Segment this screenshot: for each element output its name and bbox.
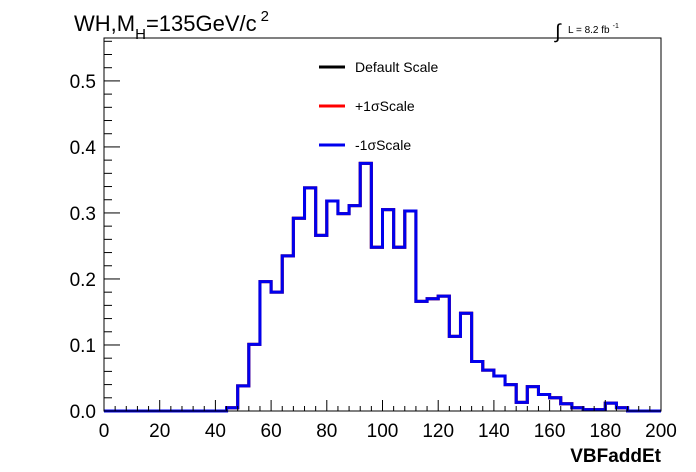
x-tick-label: 0 bbox=[99, 421, 110, 442]
x-tick-label: 200 bbox=[645, 421, 677, 442]
x-tick-label: 80 bbox=[316, 421, 337, 442]
lumi-label: L = 8.2 fb -1 bbox=[568, 23, 619, 36]
x-tick-label: 160 bbox=[534, 421, 566, 442]
x-tick-label: 20 bbox=[149, 421, 170, 442]
y-tick-label: 0.3 bbox=[70, 204, 96, 225]
legend: Default Scale +1σScale -1σScale bbox=[319, 59, 438, 153]
y-tick-label: 0.2 bbox=[70, 270, 96, 291]
y-tick-label: 0.4 bbox=[70, 138, 97, 159]
legend-label-1: +1σScale bbox=[355, 98, 415, 114]
x-tick-label: 120 bbox=[422, 421, 454, 442]
y-tick-label: 0.1 bbox=[70, 336, 96, 357]
chart-title: WH,MH=135GeV/c 2 bbox=[74, 8, 269, 43]
x-tick-label: 60 bbox=[261, 421, 282, 442]
series-layer bbox=[104, 161, 661, 413]
axis-layer: 0 20 40 60 80 100 120 140 160 180 200 0.0 0.1 0.2 0.3 0… bbox=[70, 40, 677, 442]
legend-label-0: Default Scale bbox=[355, 59, 438, 75]
x-axis-label: VBFaddEt bbox=[570, 446, 661, 467]
x-tick-label: 100 bbox=[367, 421, 399, 442]
series-line-2 bbox=[104, 161, 661, 413]
lumi-integral-symbol: ∫ bbox=[554, 21, 562, 43]
x-tick-label: 180 bbox=[589, 421, 621, 442]
x-tick-label: 40 bbox=[205, 421, 226, 442]
y-tick-label: 0.0 bbox=[70, 402, 96, 423]
legend-label-2: -1σScale bbox=[355, 137, 411, 153]
x-tick-label: 140 bbox=[478, 421, 510, 442]
y-tick-label: 0.5 bbox=[70, 72, 96, 93]
